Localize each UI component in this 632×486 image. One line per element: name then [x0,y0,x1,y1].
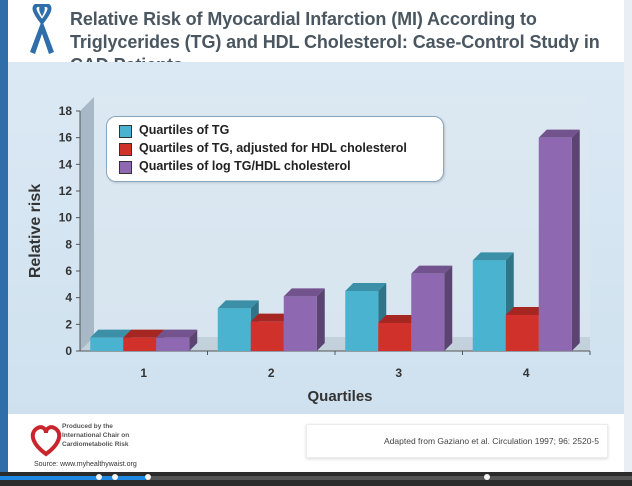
left-accent-strip [0,0,8,472]
producer-text: Produced by the International Chair on C… [62,422,129,449]
bar [505,315,539,351]
bar [345,291,379,351]
chapter-marker[interactable] [484,474,490,480]
bar-top [472,252,514,261]
legend-label-tg: Quartiles of TG [139,123,230,137]
producer-line-1: Produced by the [62,423,113,430]
bar-top [538,129,580,138]
citation-box: Adapted from Gaziano et al. Circulation … [306,424,608,458]
chart-legend: Quartiles of TG Quartiles of TG, adjuste… [106,116,444,182]
bar-top [250,313,292,322]
bar [123,337,157,351]
y-tick-label: 4 [65,291,72,305]
playhead-handle[interactable] [145,474,151,480]
bar-side [571,129,580,351]
right-accent-strip [624,0,632,472]
bar [411,273,445,351]
bar-top [90,329,132,338]
chart-floor [80,337,590,351]
chapter-marker[interactable] [112,474,118,480]
y-tick-label: 2 [65,317,72,331]
legend-swatch-tg-adjusted [119,143,132,156]
y-tick-label: 10 [59,211,73,225]
title-area [8,0,624,62]
x-tick-label: 4 [523,366,530,380]
bar-top [217,300,259,309]
bar-top [378,315,420,323]
progress-track[interactable] [0,476,632,480]
legend-label-log-tg-hdl: Quartiles of log TG/HDL cholesterol [139,159,351,173]
bar [156,337,190,351]
bar [90,337,124,351]
y-tick-label: 16 [59,131,73,145]
heart-logo-icon [30,425,62,457]
bar-side [189,329,198,351]
bar-top [505,307,547,315]
bar [472,260,506,351]
progress-fill [0,476,146,480]
bar [217,308,251,351]
y-tick-label: 8 [65,237,72,251]
source-text: Source: www.myhealthywaist.org [34,461,137,468]
citation-text: Adapted from Gaziano et al. Circulation … [384,436,599,446]
bar [250,321,284,351]
bar [378,323,412,351]
producer-line-2: International Chair on [62,432,130,439]
x-axis-title: Quartiles [307,388,372,405]
x-tick-label: 3 [395,366,402,380]
chart-side-wall [80,97,94,351]
legend-label-tg-adjusted: Quartiles of TG, adjusted for HDL choles… [139,141,407,155]
legend-swatch-tg [119,125,132,138]
bar-top [345,283,387,291]
bar-side [444,265,453,351]
bar [538,137,572,351]
y-tick-label: 6 [65,264,72,278]
awareness-ribbon-icon [30,4,54,54]
chapter-marker[interactable] [96,474,102,480]
bar-top [283,288,325,297]
bar-top [123,329,165,338]
x-tick-label: 2 [268,366,275,380]
y-tick-label: 14 [59,157,73,171]
bar-side [316,288,325,351]
bar-top [411,265,453,274]
producer-line-3: Cardiometabolic Risk [62,441,129,448]
slide-title: Relative Risk of Myocardial Infarction (… [70,9,600,75]
legend-swatch-log-tg-hdl [119,161,132,174]
bar-top [156,329,198,338]
y-tick-label: 0 [65,344,72,358]
y-tick-label: 18 [59,104,73,118]
x-tick-label: 1 [140,366,147,380]
y-axis-title: Relative risk [27,184,44,278]
bar [283,296,317,351]
y-tick-label: 12 [59,184,73,198]
